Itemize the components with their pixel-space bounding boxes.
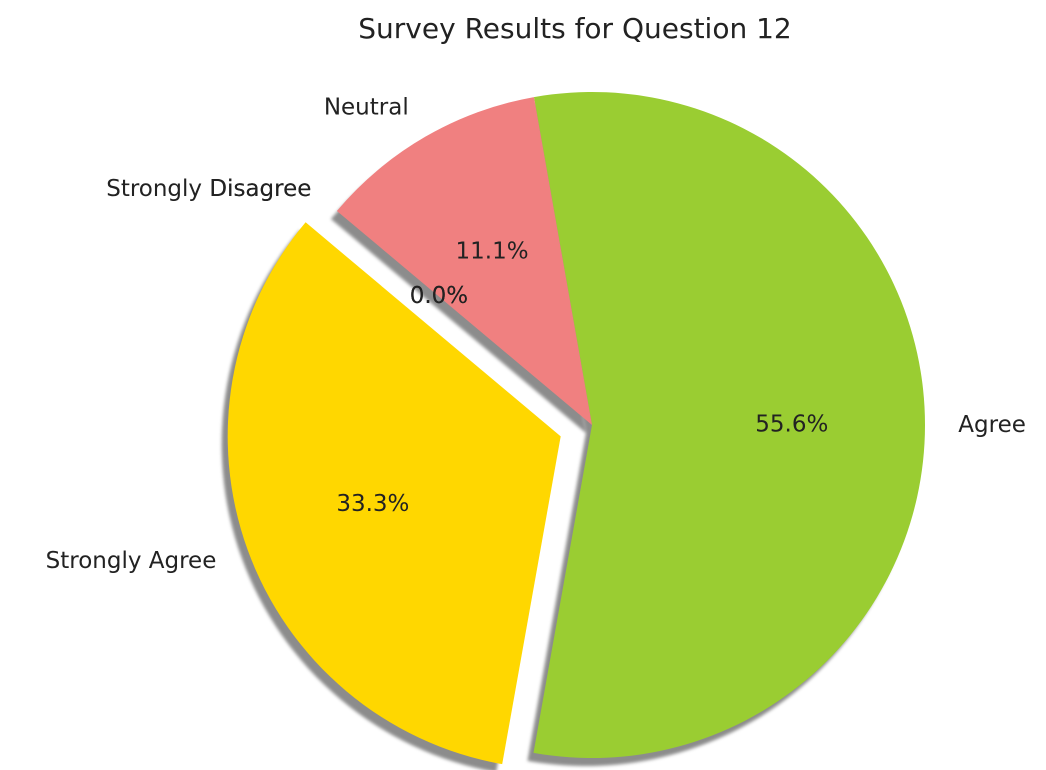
slice-label-agree: Agree: [958, 412, 1026, 438]
slice-strongly-agree: [227, 222, 561, 765]
pie-slices: [227, 91, 925, 765]
slice-pct-neutral: 11.1%: [456, 239, 529, 265]
slice-label-strongly-agree: Strongly Agree: [46, 548, 217, 574]
slice-label-neutral: Neutral: [324, 94, 409, 120]
slice-label-disagree: Disagree: [209, 176, 311, 202]
slice-pct-strongly-disagree: 0.0%: [410, 283, 468, 309]
slice-agree: [533, 91, 925, 758]
slice-labels: Strongly Agree 33.3% Agree 55.6% Neutral 11.1…: [46, 94, 1026, 573]
slice-pct-disagree: 0.0%: [410, 283, 468, 309]
slice-pct-agree: 55.6%: [755, 412, 828, 438]
slice-pct-strongly-agree: 33.3%: [336, 491, 409, 517]
slice-neutral: [336, 97, 592, 426]
slice-label-strongly-disagree: Strongly Disagree: [106, 176, 311, 202]
chart-title: Survey Results for Question 12: [358, 12, 792, 45]
